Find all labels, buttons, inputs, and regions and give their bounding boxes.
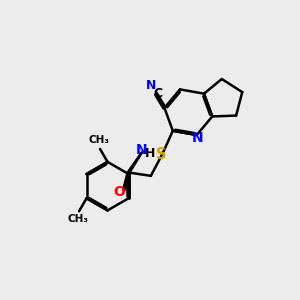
Text: CH₃: CH₃ <box>68 214 88 224</box>
Text: H: H <box>145 147 156 161</box>
Text: N: N <box>192 131 204 145</box>
Text: C: C <box>153 87 162 100</box>
Text: N: N <box>146 79 157 92</box>
Text: CH₃: CH₃ <box>88 135 110 146</box>
Text: O: O <box>114 185 126 199</box>
Text: S: S <box>157 147 167 162</box>
Text: N: N <box>136 143 147 158</box>
